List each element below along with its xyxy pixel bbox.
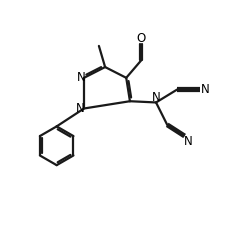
Text: N: N [184, 135, 193, 148]
Text: O: O [136, 32, 146, 45]
Text: N: N [152, 91, 160, 104]
Text: N: N [77, 71, 86, 84]
Text: N: N [76, 102, 85, 115]
Text: N: N [200, 83, 209, 96]
